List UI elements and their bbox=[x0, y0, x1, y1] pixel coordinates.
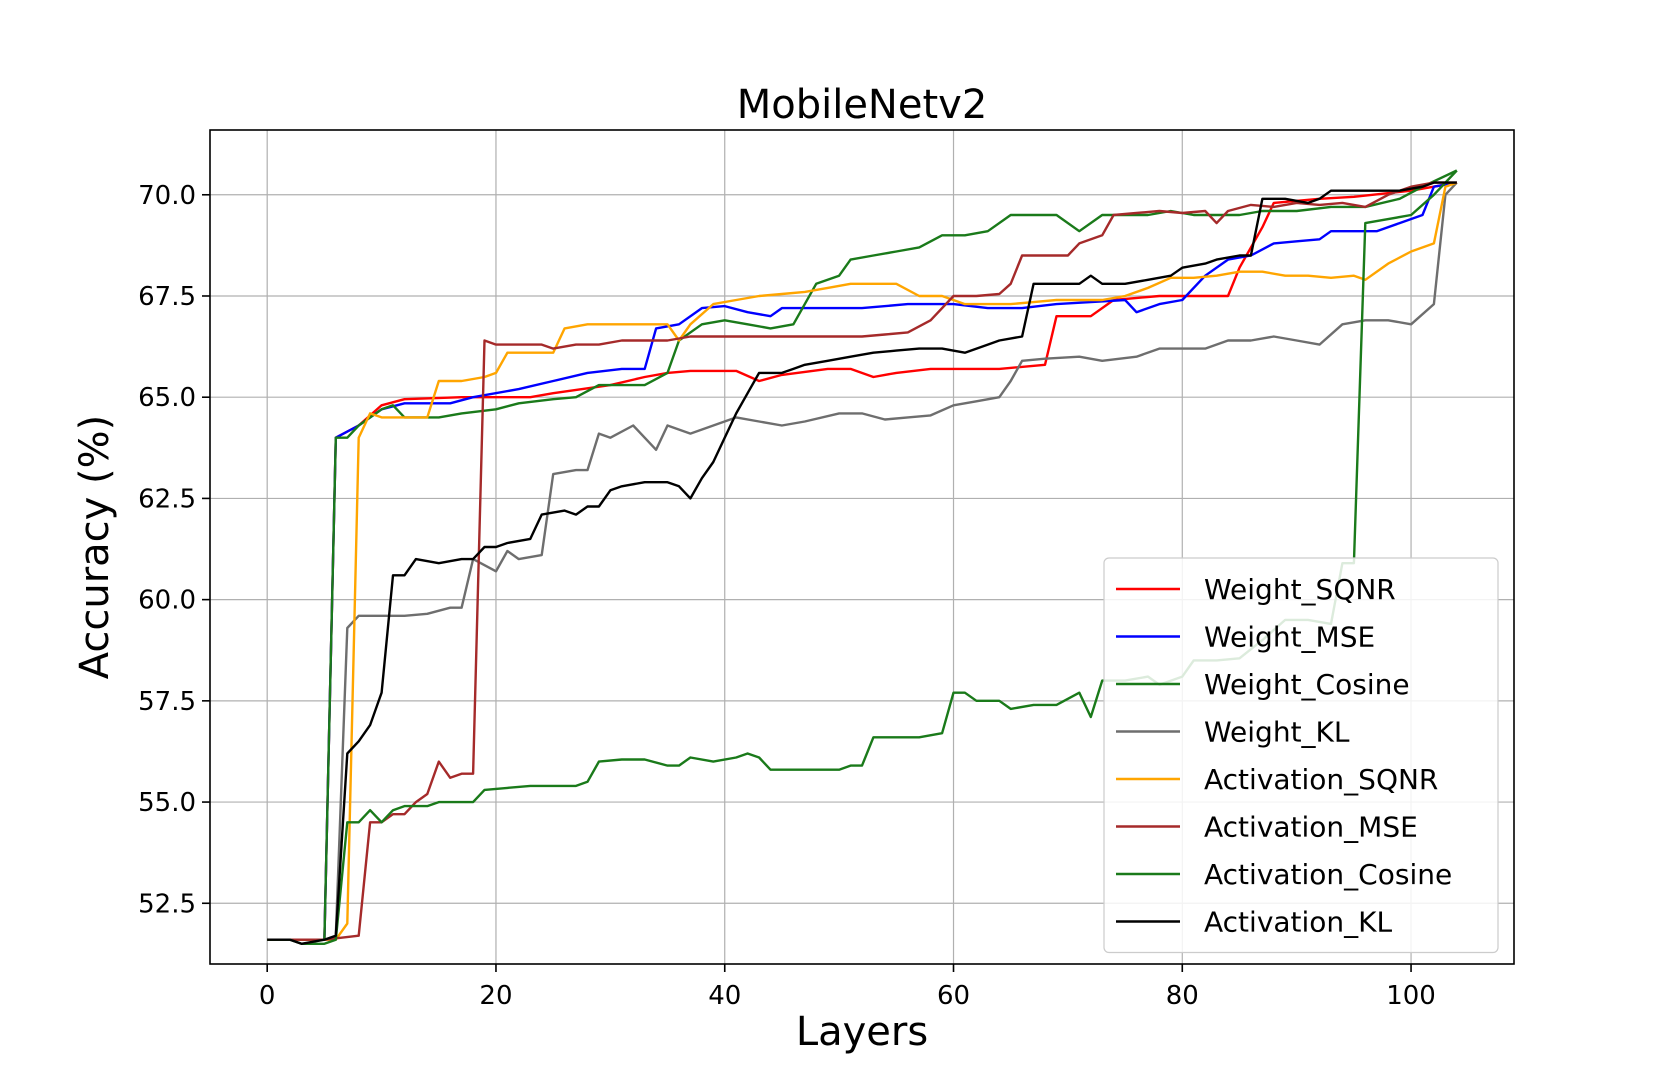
y-tick-label: 60.0 bbox=[138, 586, 196, 616]
x-tick-label: 0 bbox=[259, 981, 276, 1011]
x-tick-label: 80 bbox=[1166, 981, 1199, 1011]
chart-title: MobileNetv2 bbox=[737, 82, 988, 128]
legend-label-activation-kl: Activation_KL bbox=[1204, 906, 1393, 939]
y-tick-label: 55.0 bbox=[138, 788, 196, 818]
x-axis-title: Layers bbox=[796, 1009, 928, 1055]
y-tick-label: 70.0 bbox=[138, 181, 196, 211]
legend-label-weight-kl: Weight_KL bbox=[1204, 716, 1350, 749]
legend-label-weight-cosine: Weight_Cosine bbox=[1204, 668, 1410, 701]
x-tick-label: 40 bbox=[708, 981, 741, 1011]
axis-ticks: 0 20 40 60 80 100 52.5 55.0 57.5 60.0 62.5 65.0 67.5… bbox=[138, 181, 1436, 1011]
legend-label-activation-mse: Activation_MSE bbox=[1204, 811, 1418, 844]
series-line-activation-sqnr bbox=[267, 181, 1458, 941]
legend-label-weight-mse: Weight_MSE bbox=[1204, 621, 1375, 654]
legend-label-weight-sqnr: Weight_SQNR bbox=[1204, 573, 1396, 606]
legend-label-activation-sqnr: Activation_SQNR bbox=[1204, 763, 1438, 796]
x-tick-label: 20 bbox=[479, 981, 512, 1011]
series-lines bbox=[267, 169, 1458, 945]
y-tick-label: 65.0 bbox=[138, 383, 196, 413]
y-tick-label: 57.5 bbox=[138, 687, 196, 717]
legend-box bbox=[1103, 557, 1499, 954]
plot-frame bbox=[209, 129, 1515, 965]
series-line-weight-mse bbox=[267, 181, 1458, 941]
series-line-activation-mse bbox=[267, 181, 1457, 941]
y-tick-label: 67.5 bbox=[138, 282, 196, 312]
y-tick-label: 62.5 bbox=[138, 484, 196, 514]
series-line-activation-kl bbox=[267, 181, 1457, 945]
legend: Weight_SQNR Weight_MSE Weight_Cosine Weight… bbox=[1103, 557, 1499, 954]
y-axis-title: Accuracy (%) bbox=[72, 415, 118, 680]
series-line-weight-kl bbox=[267, 181, 1458, 941]
x-tick-label: 100 bbox=[1386, 981, 1436, 1011]
x-tick-label: 60 bbox=[937, 981, 970, 1011]
legend-label-activation-cosine: Activation_Cosine bbox=[1204, 858, 1452, 891]
series-line-weight-sqnr bbox=[267, 181, 1458, 941]
y-tick-label: 52.5 bbox=[138, 889, 196, 919]
